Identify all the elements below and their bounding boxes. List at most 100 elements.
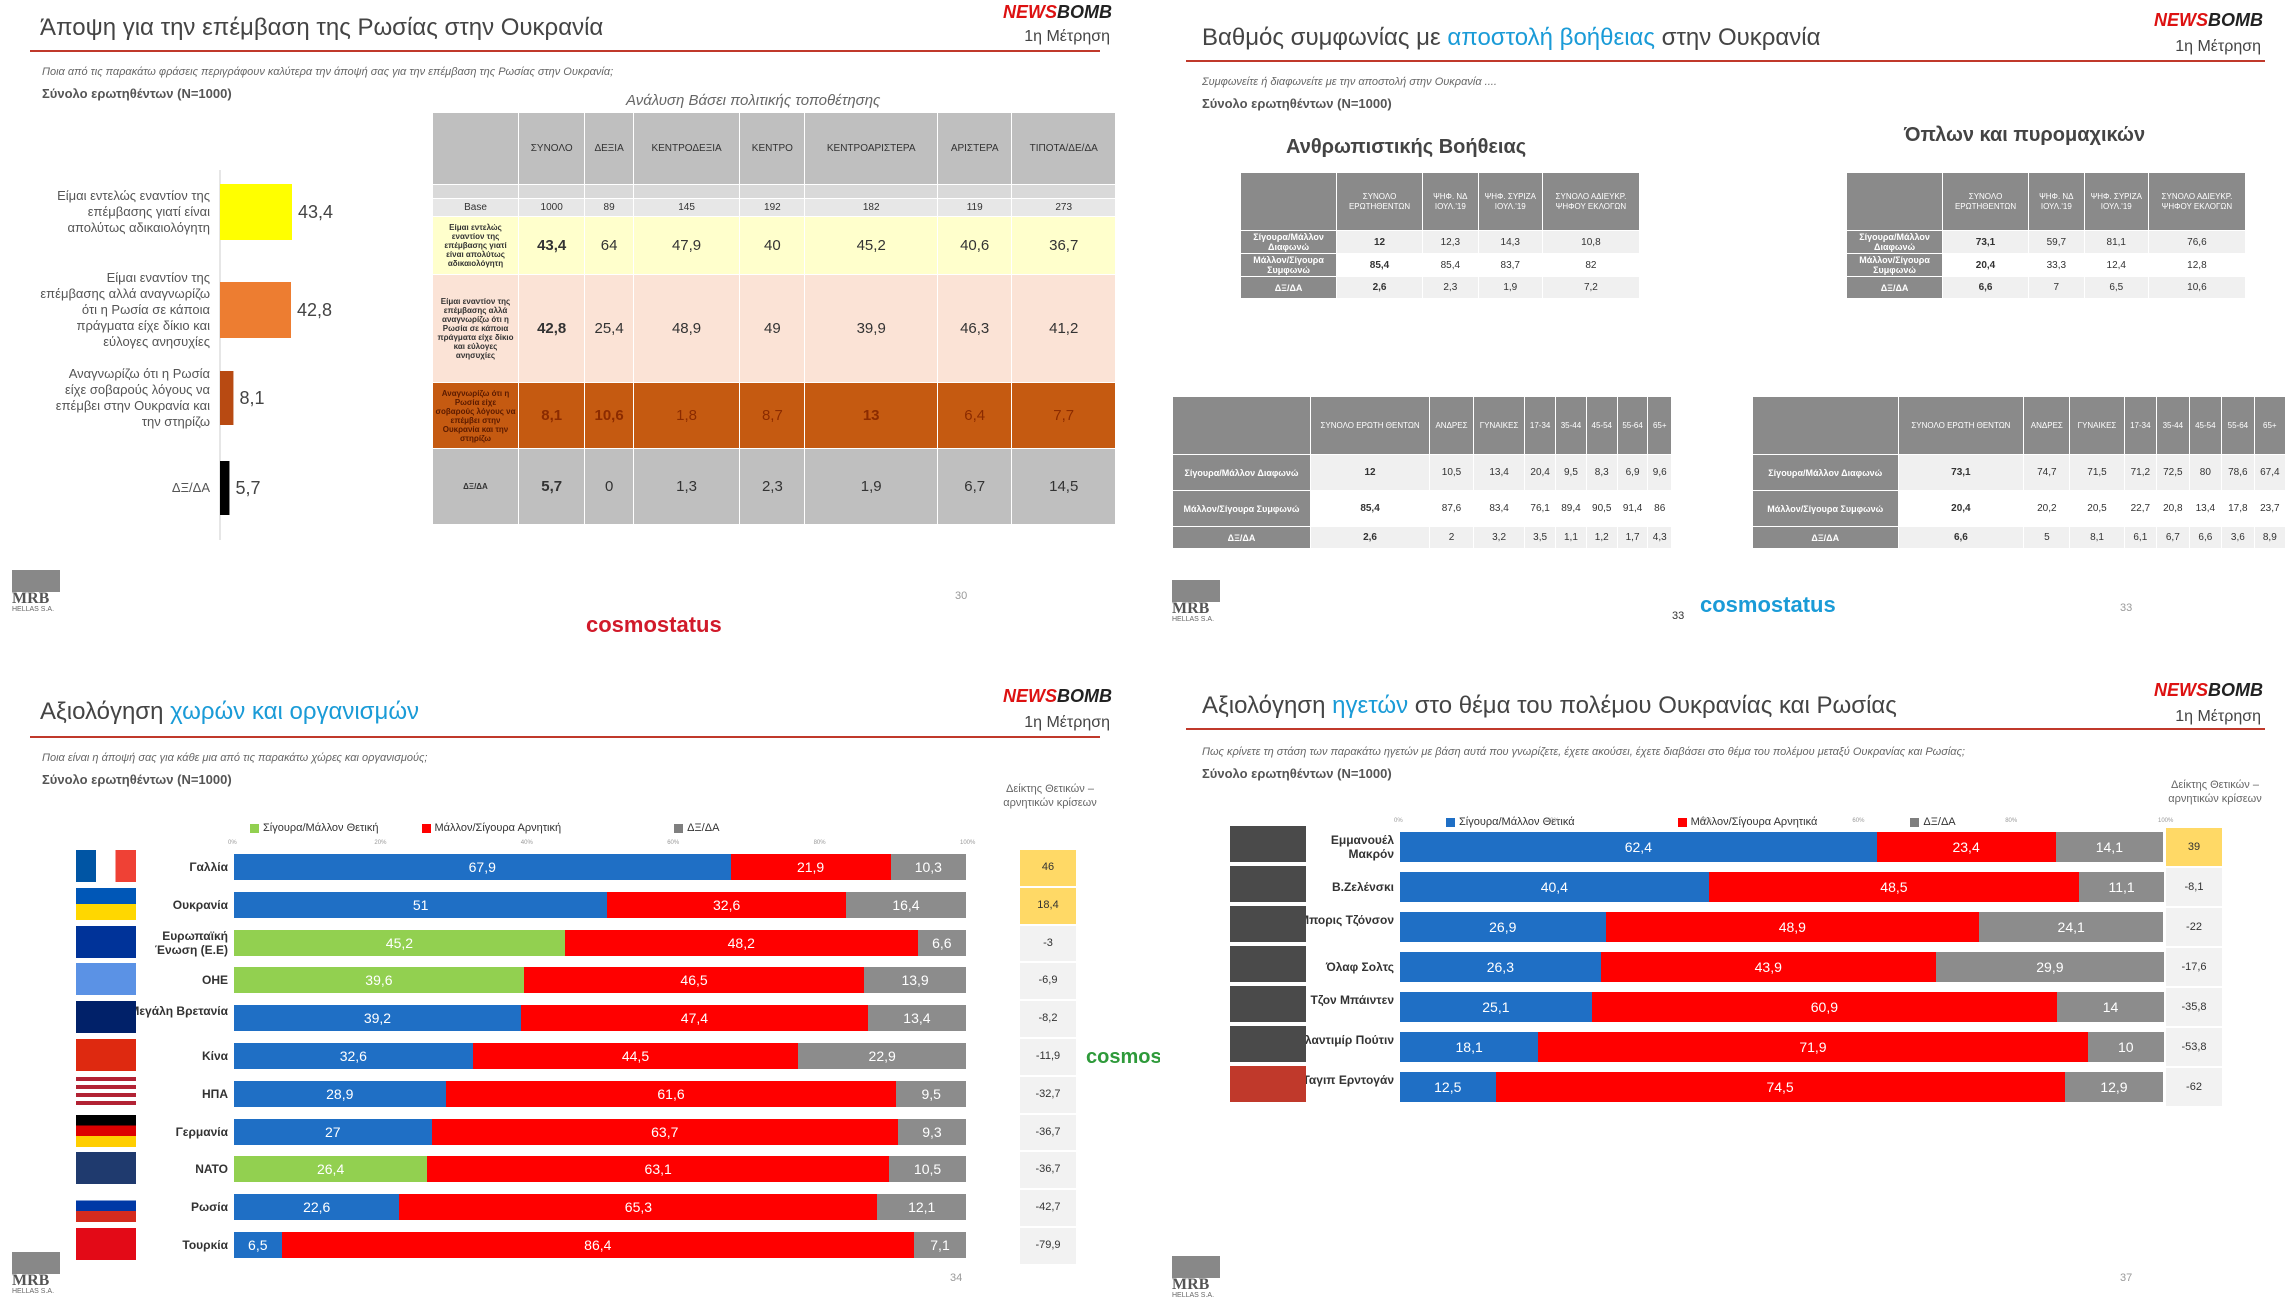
- stacked-bar-5: 32,6 44,5 22,9: [234, 1043, 966, 1069]
- category-label-2: Ευρωπαϊκή Ένωση (Ε.Ε): [154, 928, 228, 957]
- index-value-0: 46: [1020, 850, 1076, 886]
- cell-2-3: 3,5: [1524, 526, 1557, 549]
- panel-title: Βαθμός συμφωνίας με αποστολή βοήθειας στ…: [1202, 24, 1821, 51]
- bar-0: [220, 184, 292, 240]
- cell-2-3: 7,2: [1541, 276, 1641, 299]
- base-value-0: 1000: [517, 198, 586, 217]
- biden-photo: [1230, 986, 1306, 1022]
- row-label-1: Είμαι εναντίον της επέμβασης αλλά αναγνω…: [432, 274, 519, 383]
- newsbomb-logo: NEWSBOMB: [2154, 680, 2263, 700]
- cell-2-2: 8,1: [2069, 526, 2125, 549]
- bar-segment-5-2: 10: [2087, 1032, 2164, 1062]
- bar-segment-6-0: 12,5: [1400, 1072, 1496, 1102]
- category-label-1: Β.Ζελένσκι: [1331, 880, 1394, 894]
- category-label-3: Όλαφ Σολτς: [1325, 960, 1394, 974]
- bar-segment-9-0: 22,6: [234, 1194, 400, 1221]
- stacked-bar-5: 18,1 71,9 10: [1400, 1032, 2164, 1062]
- column-header-1: ΔΕΞΙΑ: [584, 112, 634, 185]
- legend-dkna: ΔΞ/ΔΑ: [674, 822, 719, 834]
- bar-segment-7-2: 9,3: [897, 1118, 966, 1145]
- bar-segment-0-2: 10,3: [890, 854, 966, 880]
- axis-tick-2: 40%: [1699, 818, 1712, 824]
- cell-2-6: 7,7: [1011, 382, 1116, 449]
- cell-1-4: 20,8: [2156, 490, 2190, 527]
- bar-1: [220, 282, 292, 338]
- axis-tick-5: 100%: [960, 840, 976, 846]
- measurement-label: 1η Μέτρηση: [1024, 28, 1110, 45]
- panel-title: Αξιολόγηση χωρών και οργανισμών: [40, 698, 420, 725]
- cell-1-2: 83,7: [1477, 253, 1543, 277]
- political-breakdown-table: ΣΥΝΟΛΟ ΔΕΞΙΑ ΚΕΝΤΡΟΔΕΞΙΑ ΚΕΝΤΡΟ ΚΕΝΤΡΟΑΡΙΣΤΕ…: [432, 112, 1116, 525]
- cell-1-4: 39,9: [804, 274, 938, 383]
- category-label-1: Είμαι εναντίον της επέμβασης αλλά αναγνωρ…: [40, 270, 210, 349]
- stacked-bar-7: 27 63,7 9,3: [234, 1118, 966, 1145]
- stacked-bar-0: 67,9 21,9 10,3: [234, 854, 966, 880]
- page-number: 33: [2120, 602, 2133, 614]
- cell-0-3: 71,2: [2123, 454, 2158, 491]
- newsbomb-logo: NEWSBOMB: [1003, 2, 1112, 22]
- axis-tick-4: 80%: [2005, 818, 2018, 824]
- bar-segment-1-2: 11,1: [2079, 872, 2164, 902]
- cell-0-5: 80: [2188, 454, 2223, 491]
- russia-flag: [76, 1190, 136, 1223]
- table-corner: [1239, 172, 1338, 231]
- category-label-0: Εμμανουέλ Μακρόν: [1330, 833, 1394, 861]
- bar-segment-5-0: 18,1: [1400, 1032, 1539, 1062]
- bar-segment-2-0: 45,2: [234, 929, 565, 956]
- column-header-4: ΚΕΝΤΡΟΑΡΙΣΤΕΡΑ: [804, 112, 938, 185]
- bar-segment-8-1: 63,1: [427, 1156, 890, 1183]
- cell-0-7: 9,6: [1647, 454, 1672, 491]
- bar-segment-5-1: 44,5: [472, 1043, 799, 1069]
- cell-0-5: 40,6: [936, 216, 1013, 275]
- question-text: Συμφωνείτε ή διαφωνείτε με την αποστολή …: [1202, 76, 1497, 88]
- column-header-3: ΣΥΝΟΛΟ ΑΔΙΕΥΚΡ. ΨΗΦΟΥ ΕΚΛΟΓΩΝ: [2147, 172, 2247, 231]
- bar-segment-9-2: 12,1: [877, 1194, 966, 1221]
- axis-tick-0: 0%: [228, 840, 237, 846]
- index-value-4: -35,8: [2166, 988, 2222, 1026]
- column-header-4: 35-44: [2156, 396, 2190, 455]
- cell-0-2: 47,9: [632, 216, 741, 275]
- column-header-3: 17-34: [2123, 396, 2158, 455]
- weapons-vote-table: ΣΥΝΟΛΟ ΕΡΩΤΗΘΕΝΤΩΝ ΨΗΦ. ΝΔ ΙΟΥΛ.'19 ΨΗΦ. Σ…: [1845, 172, 2247, 299]
- row-label-3: ΔΞ/ΔΑ: [432, 448, 519, 525]
- index-value-5: -11,9: [1020, 1039, 1076, 1075]
- column-header-5: 45-54: [2188, 396, 2223, 455]
- cell-2-3: 8,7: [739, 382, 806, 449]
- zelensky-photo: [1230, 866, 1306, 902]
- stacked-bar-1: 40,4 48,5 11,1: [1400, 872, 2164, 902]
- category-label-7: Γερμανία: [175, 1124, 228, 1139]
- row-label-0: Σίγουρα/Μάλλον Διαφωνώ: [1172, 454, 1311, 491]
- cell-2-0: 6,6: [1897, 526, 2025, 549]
- bar-segment-0-1: 23,4: [1876, 832, 2056, 862]
- scholz-photo: [1230, 946, 1306, 982]
- stacked-bar-1: 51 32,6 16,4: [234, 891, 966, 918]
- cell-2-3: 6,1: [2123, 526, 2158, 549]
- column-header-7: 65+: [2253, 396, 2287, 455]
- cell-0-0: 12: [1336, 230, 1423, 254]
- column-header-1: ΨΗΦ. ΝΔ ΙΟΥΛ.'19: [2027, 172, 2085, 231]
- cell-0-0: 73,1: [1897, 454, 2025, 491]
- cell-0-5: 8,3: [1585, 454, 1618, 491]
- johnson-photo: [1230, 906, 1306, 942]
- cell-1-3: 82: [1541, 253, 1641, 277]
- cell-2-2: 6,5: [2083, 276, 2149, 299]
- column-header-1: ΨΗΦ. ΝΔ ΙΟΥΛ.'19: [1421, 172, 1479, 231]
- bar-segment-5-0: 32,6: [234, 1043, 473, 1069]
- sample-size: Σύνολο ερωτηθέντων (N=1000): [1202, 96, 1392, 111]
- cell-2-1: 5: [2023, 526, 2071, 549]
- panel-title: Αξιολόγηση ηγετών στο θέμα του πολέμου Ο…: [1202, 692, 1897, 719]
- row-label-0: Είμαι εντελώς εναντίον της επέμβασης για…: [432, 216, 519, 275]
- index-value-2: -22: [2166, 908, 2222, 946]
- row-label-1: Μάλλον/Σίγουρα Συμφωνώ: [1845, 253, 1944, 277]
- cell-0-0: 43,4: [517, 216, 586, 275]
- cell-0-2: 14,3: [1477, 230, 1543, 254]
- bar-segment-4-1: 47,4: [520, 1005, 868, 1032]
- usa-flag: [76, 1076, 136, 1109]
- axis-tick-4: 80%: [813, 840, 826, 846]
- axis-tick-2: 40%: [520, 840, 533, 846]
- cell-2-1: 10,6: [584, 382, 634, 449]
- bar-segment-3-2: 29,9: [1935, 952, 2164, 982]
- bar-segment-4-2: 13,4: [867, 1005, 966, 1032]
- page-number: 34: [950, 1272, 963, 1284]
- category-label-2: Αναγνωρίζω ότι η Ρωσία είχε σοβαρούς λόγο…: [56, 366, 211, 429]
